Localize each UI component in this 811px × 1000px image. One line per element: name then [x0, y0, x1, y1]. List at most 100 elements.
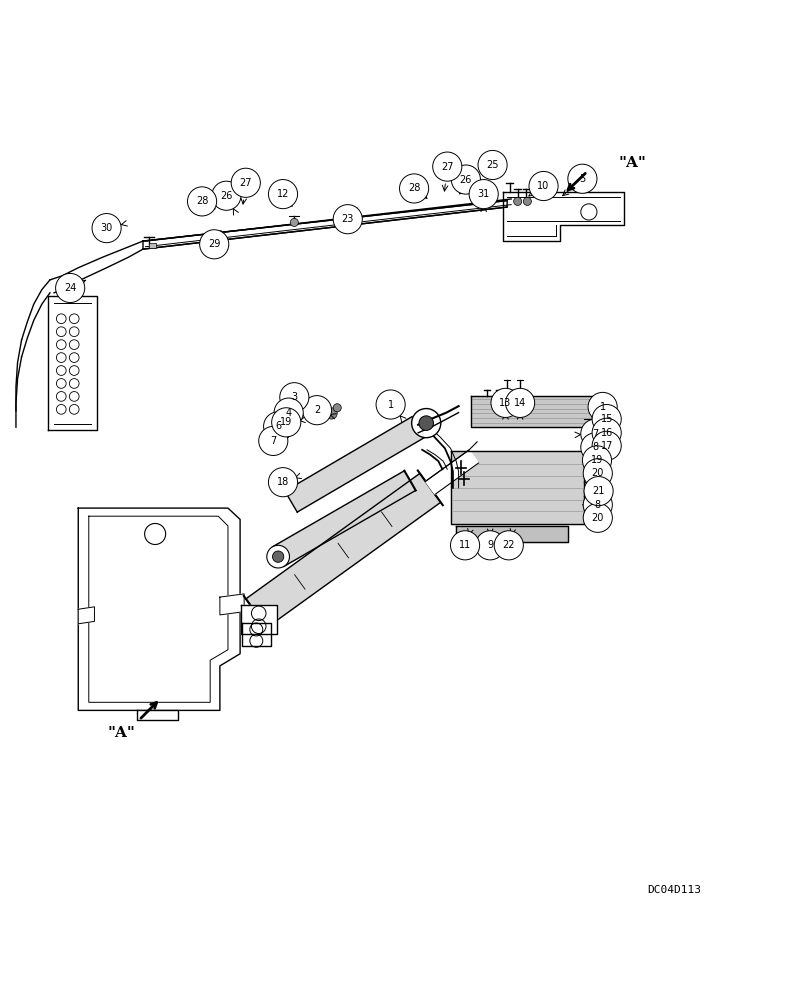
Circle shape: [580, 433, 609, 462]
Circle shape: [325, 408, 337, 419]
Polygon shape: [242, 623, 271, 646]
Circle shape: [580, 419, 609, 448]
Polygon shape: [425, 450, 478, 494]
Text: 10: 10: [537, 181, 549, 191]
Text: 14: 14: [513, 398, 526, 408]
Circle shape: [418, 416, 433, 430]
Circle shape: [272, 551, 284, 562]
Circle shape: [523, 197, 530, 205]
Text: 16: 16: [600, 428, 612, 438]
Text: 1: 1: [599, 402, 605, 412]
Circle shape: [200, 230, 229, 259]
Circle shape: [528, 171, 557, 201]
Circle shape: [505, 388, 534, 417]
Circle shape: [494, 531, 523, 560]
Circle shape: [268, 468, 297, 497]
Polygon shape: [272, 471, 415, 566]
Circle shape: [475, 531, 504, 560]
Polygon shape: [78, 607, 94, 624]
Text: 28: 28: [407, 183, 420, 193]
Circle shape: [264, 412, 292, 441]
Circle shape: [582, 459, 611, 488]
Circle shape: [375, 390, 405, 419]
Circle shape: [302, 396, 331, 425]
Polygon shape: [220, 594, 244, 615]
Text: 27: 27: [239, 178, 251, 188]
Circle shape: [55, 273, 84, 303]
Text: 8: 8: [591, 442, 598, 452]
Text: 8: 8: [594, 500, 600, 510]
Circle shape: [591, 405, 620, 434]
Circle shape: [587, 392, 616, 422]
Circle shape: [513, 197, 521, 205]
Circle shape: [478, 150, 507, 180]
Circle shape: [469, 180, 498, 209]
Text: 3: 3: [291, 392, 297, 402]
Text: 13: 13: [499, 398, 511, 408]
Circle shape: [333, 205, 362, 234]
Text: 5: 5: [578, 174, 585, 184]
Text: 6: 6: [275, 421, 281, 431]
Polygon shape: [470, 396, 591, 427]
Text: 26: 26: [220, 191, 232, 201]
Circle shape: [272, 408, 300, 437]
Text: 25: 25: [486, 160, 498, 170]
Circle shape: [432, 152, 461, 181]
Polygon shape: [241, 605, 277, 634]
Polygon shape: [456, 526, 567, 542]
Text: 30: 30: [101, 223, 113, 233]
Circle shape: [583, 477, 612, 506]
Circle shape: [582, 490, 611, 519]
Polygon shape: [450, 451, 583, 524]
Text: 20: 20: [591, 513, 603, 523]
Text: 4: 4: [285, 408, 291, 418]
Text: DC04D113: DC04D113: [646, 885, 701, 895]
Circle shape: [187, 187, 217, 216]
Circle shape: [212, 181, 241, 210]
Circle shape: [333, 404, 341, 412]
Polygon shape: [49, 296, 97, 430]
Circle shape: [581, 446, 611, 475]
Circle shape: [591, 431, 620, 460]
Polygon shape: [503, 192, 624, 241]
Text: 27: 27: [440, 162, 453, 172]
Text: 12: 12: [277, 189, 289, 199]
Bar: [149, 243, 156, 248]
Text: 19: 19: [280, 417, 292, 427]
Text: "A": "A": [107, 726, 135, 740]
Text: 9: 9: [487, 540, 492, 550]
Text: 7: 7: [270, 436, 276, 446]
Text: 2: 2: [314, 405, 320, 415]
Text: "A": "A": [618, 156, 646, 170]
Circle shape: [411, 409, 440, 438]
Circle shape: [267, 545, 289, 568]
Text: 21: 21: [592, 486, 604, 496]
Polygon shape: [143, 201, 507, 249]
Circle shape: [268, 180, 297, 209]
Text: 19: 19: [590, 455, 603, 465]
Polygon shape: [137, 710, 178, 720]
Circle shape: [280, 383, 308, 412]
Polygon shape: [78, 508, 240, 710]
Circle shape: [290, 218, 298, 226]
Circle shape: [92, 214, 121, 243]
Text: 29: 29: [208, 239, 220, 249]
Circle shape: [274, 398, 303, 427]
Text: 26: 26: [459, 175, 471, 185]
Circle shape: [451, 165, 480, 194]
Circle shape: [450, 531, 479, 560]
Text: 18: 18: [277, 477, 289, 487]
Circle shape: [491, 388, 520, 417]
Text: 7: 7: [591, 429, 598, 439]
Text: 11: 11: [458, 540, 470, 550]
Text: 15: 15: [600, 414, 612, 424]
Text: 24: 24: [64, 283, 76, 293]
Circle shape: [231, 168, 260, 197]
Circle shape: [567, 164, 596, 193]
Polygon shape: [246, 473, 440, 628]
Text: 31: 31: [477, 189, 489, 199]
Text: 22: 22: [502, 540, 514, 550]
Text: 17: 17: [600, 441, 612, 451]
Circle shape: [582, 503, 611, 532]
Circle shape: [399, 174, 428, 203]
